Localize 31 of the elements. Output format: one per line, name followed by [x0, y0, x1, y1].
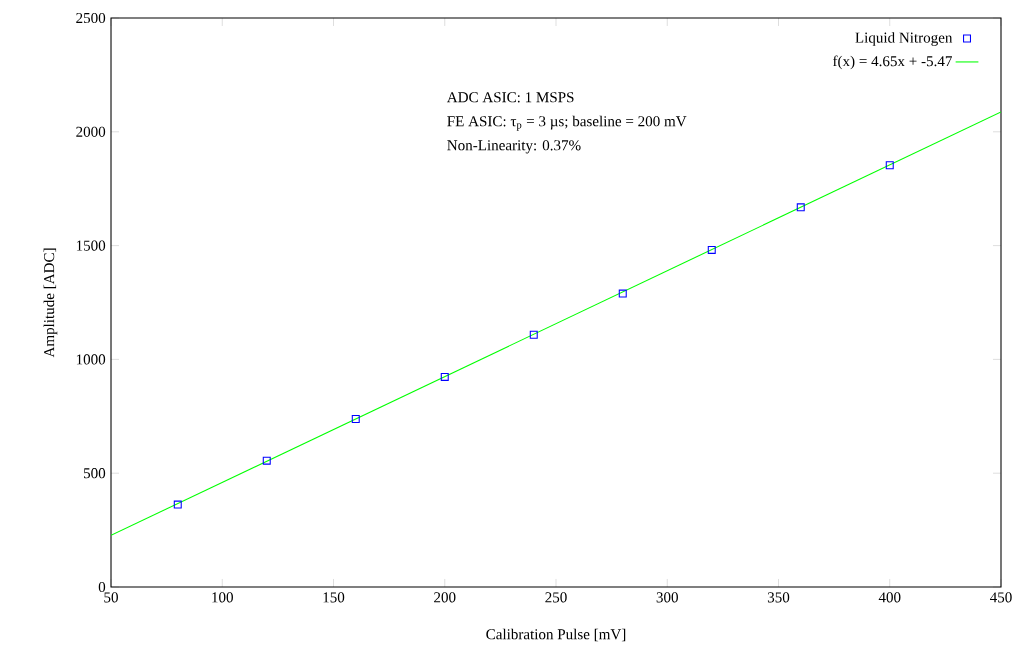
x-tick-label: 250: [545, 592, 567, 603]
x-tick-label: 400: [878, 592, 901, 603]
annotation: FE ASIC: τ$_{p}$ = 3 µs; baseline = 200 mV: [447, 115, 687, 131]
annotation: ADC ASIC: 1 MSPS: [446, 92, 574, 103]
y-axis-title: Amplitude [ADC]: [43, 248, 58, 358]
y-tick-label: 1500: [76, 240, 106, 251]
y-tick-label: 2000: [76, 126, 106, 137]
x-tick-label: 300: [656, 592, 678, 603]
x-tick-label: 100: [212, 592, 233, 603]
y-tick-label: 2500: [76, 12, 106, 24]
legend-label: Liquid Nitrogen: [855, 32, 953, 46]
x-tick-label: 450: [989, 592, 1012, 603]
y-tick-label: 0: [98, 581, 106, 593]
point: [262, 456, 271, 465]
point: [529, 330, 538, 339]
x-tick-label: 350: [767, 592, 790, 603]
x-tick-label: 150: [323, 592, 345, 603]
x-axis-title: Calibration Pulse [mV]: [486, 628, 626, 642]
point: [707, 245, 716, 254]
point: [796, 203, 805, 212]
x-tick-label: 200: [434, 592, 456, 603]
x-tick-label: 50: [104, 592, 118, 603]
point: [885, 161, 894, 170]
point: [440, 372, 449, 381]
legend-label: f(x) = 4.65x + -5.47: [832, 55, 952, 70]
point: [351, 415, 360, 424]
annotation: Non-Linearity: 0.37%: [447, 140, 581, 154]
y-tick-label: 1000: [76, 354, 106, 365]
point: [173, 500, 182, 509]
point: [618, 289, 627, 298]
y-tick-label: 500: [84, 468, 106, 479]
